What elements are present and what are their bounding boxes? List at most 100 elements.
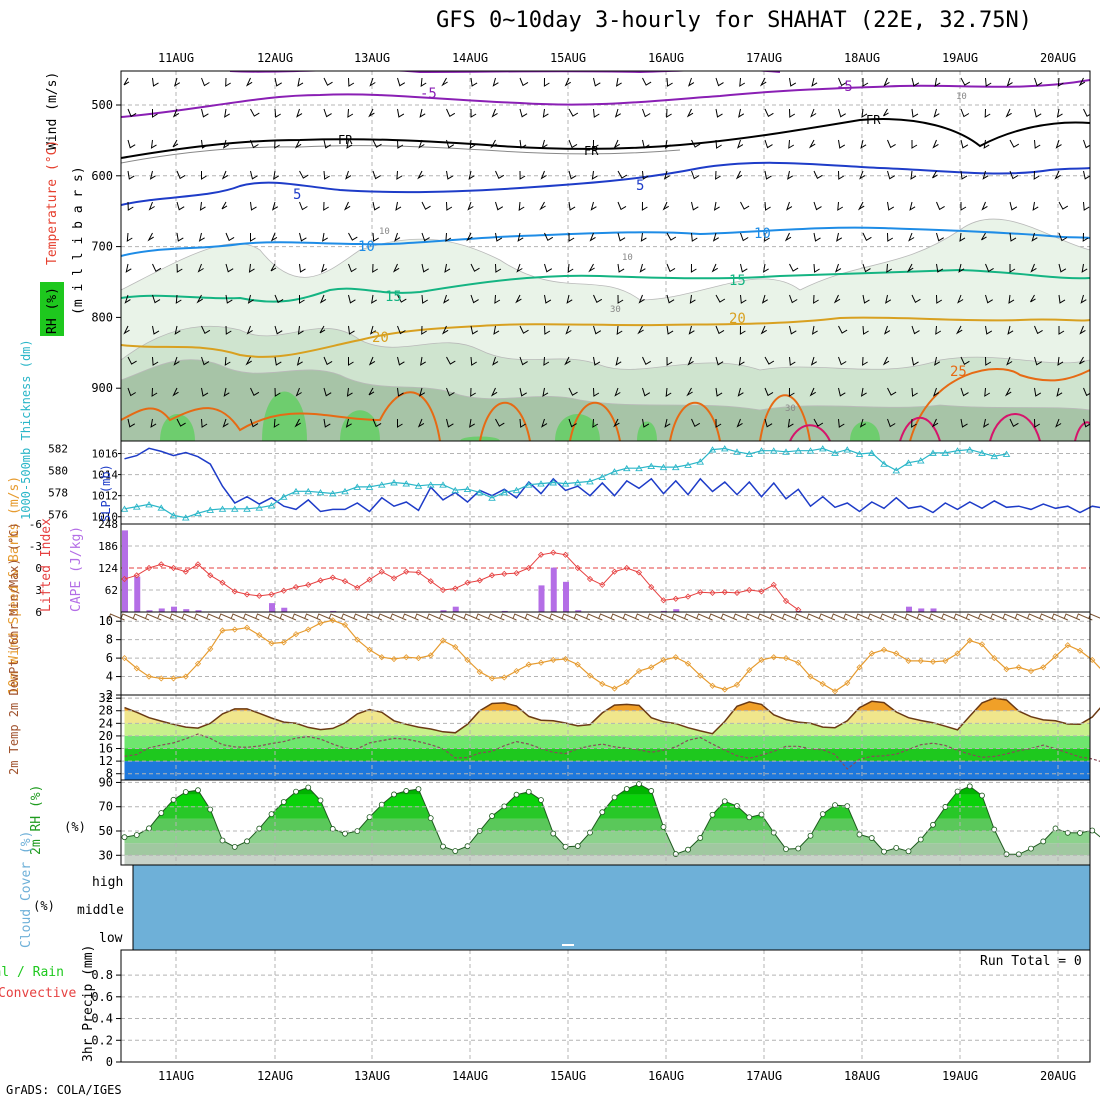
wind10-point	[672, 654, 679, 661]
rh2m-point	[709, 811, 716, 818]
thickness-tick-label: 576	[48, 508, 68, 521]
li-point	[378, 568, 385, 575]
thickness-point	[806, 447, 815, 454]
li-tick-label: -3	[29, 540, 42, 553]
axis-tick-label: 2	[106, 688, 113, 702]
wind10-point	[427, 652, 434, 659]
li-point	[746, 586, 753, 594]
upper-air-panel: -5 -5 FR FR FR 5 5 10 10 15 15 20 20 25 …	[40, 71, 1090, 441]
axis-tick-label: 0.8	[91, 968, 113, 982]
contour-label-20: 20	[372, 330, 389, 346]
li-point	[292, 584, 300, 591]
wind10-grid	[121, 612, 1090, 695]
wind10-point	[378, 654, 385, 661]
axis-label-slp: SLP (mb)	[99, 464, 113, 522]
cape-bar	[281, 607, 288, 612]
cape-bar	[171, 606, 177, 612]
rh-band	[124, 855, 1090, 865]
rh2m-point	[342, 830, 348, 837]
thickness-point	[341, 487, 349, 495]
temp2m-grid	[121, 695, 1090, 780]
wind10-point	[880, 646, 888, 653]
rh2m-point	[648, 788, 655, 794]
thickness-point	[328, 490, 337, 497]
wind10-point	[403, 654, 410, 661]
axis-tick-label: 10	[99, 614, 113, 628]
date-label-bottom: 15AUG	[550, 1069, 586, 1083]
wind10-point	[280, 639, 287, 646]
thickness-point	[598, 473, 607, 480]
thickness-point	[659, 463, 668, 471]
rh2m-point	[427, 815, 434, 822]
contour-label-15: 15	[385, 289, 402, 305]
cloud-unit: (%)	[33, 899, 55, 913]
cape-bar	[538, 585, 545, 612]
li-tick-label: -6	[29, 518, 42, 531]
li-line	[124, 552, 799, 611]
contour-labels: -5 -5 FR FR FR 5 5 10 10 15 15 20 20 25 …	[293, 79, 967, 414]
wind10-series	[108, 613, 1100, 695]
wind10-point	[194, 660, 202, 667]
thickness-point	[390, 479, 398, 486]
thickness-point	[880, 460, 888, 467]
wind10-point	[856, 664, 863, 671]
li-point	[207, 572, 214, 579]
temperature-contour	[121, 226, 1090, 257]
li-point	[635, 569, 643, 576]
thickness-point	[965, 446, 974, 453]
li-point	[574, 564, 581, 572]
wind10-point	[1089, 656, 1096, 664]
li-point	[354, 584, 361, 591]
contour-label-minus5: -5	[420, 86, 437, 102]
li-point	[341, 578, 349, 585]
slp-tick-label: 1012	[92, 490, 119, 503]
cape-bar	[146, 610, 153, 612]
contour-label-20: 20	[729, 311, 746, 327]
date-label-top: 13AUG	[354, 51, 390, 65]
axis-label-lifted-index: Lifted Index	[39, 518, 54, 612]
wind10-point	[170, 675, 177, 682]
li-point	[231, 588, 238, 595]
wind10-point	[341, 621, 349, 628]
temp-band	[124, 698, 1090, 711]
rh2m-point	[366, 814, 373, 821]
li-point	[194, 561, 202, 568]
thickness-point	[622, 464, 631, 472]
precip-ticks: 0.8 0.6 0.4 0.2 0	[91, 968, 121, 1069]
thickness-point	[635, 464, 643, 472]
thickness-point	[720, 445, 729, 452]
thickness-point	[953, 447, 962, 454]
rh-shading	[121, 71, 1090, 441]
rh2m-point	[195, 787, 201, 794]
axis-tick-label: 8	[106, 767, 113, 781]
date-label-top: 16AUG	[648, 51, 684, 65]
cloud-level-low: low	[99, 931, 123, 946]
cape-bar	[158, 608, 165, 612]
li-point	[390, 575, 398, 582]
thickness-point	[304, 487, 313, 495]
upper-wind-barbs	[123, 77, 1090, 428]
cape-bar	[501, 610, 508, 612]
thickness-point	[573, 479, 582, 486]
rh2m-point	[415, 786, 422, 793]
date-label-top: 15AUG	[550, 51, 586, 65]
wind10-point	[415, 655, 422, 662]
wind10-point	[537, 659, 545, 666]
thickness-point	[500, 489, 509, 496]
axis-tick-label: 6	[106, 651, 113, 665]
li-point	[721, 589, 728, 596]
rh-band	[124, 843, 1090, 856]
rh2m-point	[231, 844, 238, 850]
thickness-point	[843, 446, 852, 453]
li-point	[488, 572, 496, 579]
axis-label-cloud: Cloud Cover (%)	[19, 831, 34, 948]
wind10-point	[182, 673, 189, 680]
rh-contour-label-10: 10	[622, 253, 633, 263]
wind10-point	[464, 656, 471, 664]
axis-tick-label: 8	[106, 633, 113, 647]
wind10-point	[942, 657, 949, 664]
cape-bar	[550, 567, 557, 612]
li-point	[133, 572, 140, 579]
wind10-point	[366, 646, 373, 653]
li-point	[158, 561, 165, 568]
